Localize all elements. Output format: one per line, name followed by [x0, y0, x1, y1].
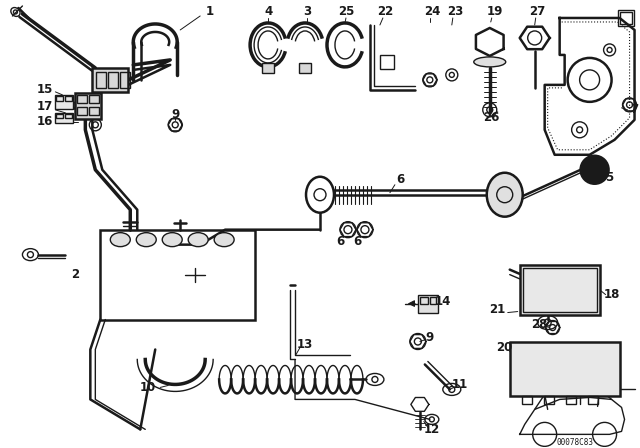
Bar — [65, 96, 72, 101]
Bar — [92, 68, 128, 92]
Text: 10: 10 — [140, 381, 156, 394]
Bar — [566, 396, 575, 405]
Bar — [56, 96, 63, 101]
Text: 7: 7 — [630, 103, 639, 116]
Bar — [522, 396, 532, 405]
Bar — [90, 95, 99, 103]
Ellipse shape — [487, 173, 523, 217]
Text: 1: 1 — [206, 5, 214, 18]
Bar — [618, 10, 634, 26]
Text: 17: 17 — [36, 100, 52, 113]
Ellipse shape — [136, 233, 156, 247]
Bar — [620, 12, 632, 24]
Text: 26: 26 — [484, 112, 500, 125]
Ellipse shape — [474, 57, 506, 67]
Ellipse shape — [214, 233, 234, 247]
Text: 9: 9 — [426, 331, 434, 344]
Bar — [120, 72, 131, 88]
Bar — [520, 265, 600, 314]
Bar — [430, 297, 436, 304]
Text: 4: 4 — [264, 5, 272, 18]
Text: 9: 9 — [171, 108, 179, 121]
Text: 25: 25 — [338, 5, 354, 18]
Text: 00078C83: 00078C83 — [556, 438, 593, 447]
Text: 6: 6 — [353, 235, 361, 248]
Bar — [108, 72, 118, 88]
Text: 20: 20 — [497, 341, 513, 354]
Bar — [65, 114, 72, 118]
Text: 2: 2 — [71, 268, 79, 281]
Text: 12: 12 — [424, 423, 440, 436]
Text: 5: 5 — [605, 171, 614, 184]
Text: 16: 16 — [36, 115, 52, 128]
Text: 6: 6 — [396, 173, 404, 186]
Bar — [100, 230, 255, 319]
Bar — [299, 63, 311, 73]
Ellipse shape — [110, 233, 131, 247]
Bar — [509, 341, 620, 396]
Bar — [262, 63, 274, 73]
Text: 28: 28 — [531, 318, 548, 331]
Text: 22: 22 — [377, 5, 393, 18]
Bar — [77, 95, 87, 103]
Bar — [97, 72, 106, 88]
Text: 23: 23 — [447, 5, 463, 18]
Text: 21: 21 — [490, 303, 506, 316]
Bar — [523, 267, 596, 311]
Ellipse shape — [188, 233, 208, 247]
Text: 15: 15 — [36, 83, 52, 96]
Text: 13: 13 — [297, 338, 313, 351]
Bar — [420, 297, 428, 304]
Text: 14: 14 — [435, 295, 451, 308]
Bar — [56, 95, 74, 109]
Text: 27: 27 — [529, 5, 546, 18]
Ellipse shape — [162, 233, 182, 247]
Bar — [90, 107, 99, 115]
Bar — [56, 113, 74, 123]
Bar — [418, 295, 438, 313]
Bar — [543, 396, 554, 405]
Text: 18: 18 — [604, 288, 620, 301]
Bar — [77, 107, 87, 115]
Bar — [56, 114, 63, 118]
Text: 24: 24 — [424, 5, 440, 18]
Text: 11: 11 — [452, 378, 468, 391]
Circle shape — [580, 156, 609, 184]
Text: 19: 19 — [486, 5, 503, 18]
Bar — [380, 55, 394, 69]
Text: 3: 3 — [303, 5, 311, 18]
Text: 6: 6 — [336, 235, 344, 248]
Bar — [588, 396, 598, 405]
Bar — [76, 93, 101, 119]
